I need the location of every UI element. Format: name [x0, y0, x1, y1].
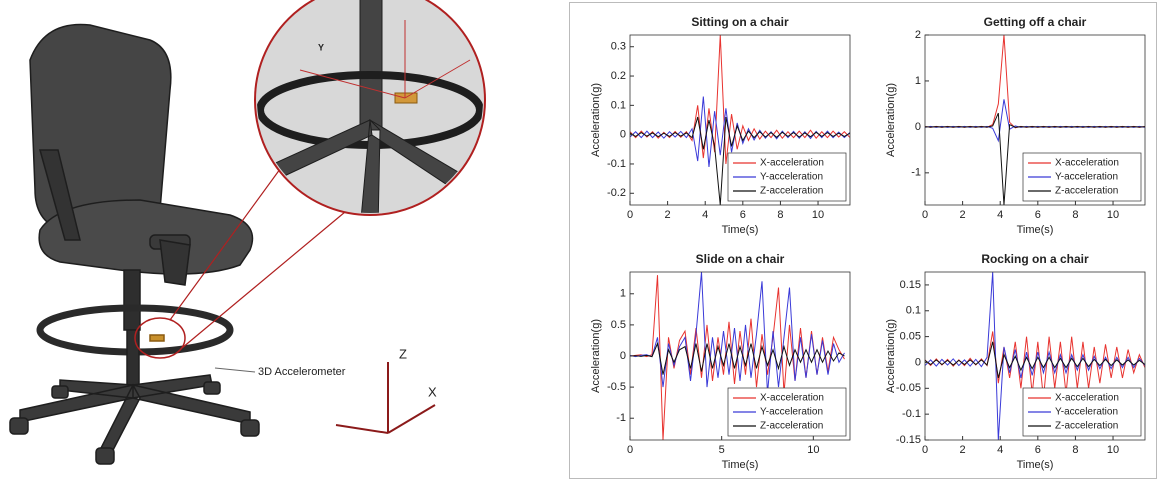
y-tick-label: 0.1: [611, 99, 626, 111]
y-tick-label: 1: [915, 75, 921, 87]
y-tick-label: 1: [620, 288, 626, 300]
y-tick-label: -1: [911, 167, 921, 179]
figure: Y 3D Accelerometer Z X 0246810-0.2-0.100…: [0, 0, 1159, 480]
y-tick-label: 0.3: [611, 41, 626, 53]
x-tick-label: 6: [1035, 209, 1041, 221]
legend-label: X-acceleration: [760, 158, 824, 169]
y-tick-label: -1: [616, 412, 626, 424]
y-tick-label: 0.05: [900, 331, 921, 343]
legend-label: Y-acceleration: [1055, 407, 1118, 418]
x-tick-label: 4: [997, 209, 1003, 221]
leader-line: [215, 368, 255, 372]
y-tick-label: 0.1: [906, 305, 921, 317]
axis-label: X: [428, 384, 437, 399]
y-tick-label: -0.2: [607, 187, 626, 199]
axis-label: Z: [399, 346, 407, 361]
x-tick-label: 5: [719, 444, 725, 456]
x-axis-label: Time(s): [722, 459, 759, 471]
x-axis-label: Time(s): [1017, 224, 1054, 236]
legend-label: Z-acceleration: [1055, 421, 1118, 432]
chart-title: Getting off a chair: [984, 15, 1087, 29]
x-tick-label: 4: [702, 209, 708, 221]
accelerometer-label: 3D Accelerometer: [258, 366, 346, 378]
y-tick-label: 0: [915, 356, 921, 368]
legend-label: Z-acceleration: [760, 186, 823, 197]
y-tick-label: 0.2: [611, 70, 626, 82]
y-axis-label: Acceleration(g): [885, 83, 897, 157]
x-tick-label: 2: [960, 209, 966, 221]
y-tick-label: 2: [915, 29, 921, 41]
x-tick-label: 10: [807, 444, 819, 456]
chart-title: Slide on a chair: [696, 252, 785, 266]
y-tick-label: 0.15: [900, 279, 921, 291]
x-tick-label: 6: [1035, 444, 1041, 456]
zoom-callout: Y: [135, 0, 485, 358]
legend-label: Z-acceleration: [760, 421, 823, 432]
x-tick-label: 10: [1107, 209, 1119, 221]
x-tick-label: 8: [1072, 209, 1078, 221]
x-tick-label: 2: [960, 444, 966, 456]
x-tick-label: 4: [997, 444, 1003, 456]
x-tick-label: 6: [740, 209, 746, 221]
axis-triad: [336, 362, 435, 433]
x-tick-label: 0: [627, 209, 633, 221]
x-tick-label: 0: [922, 209, 928, 221]
x-tick-label: 8: [777, 209, 783, 221]
legend-label: Y-acceleration: [760, 172, 823, 183]
x-tick-label: 10: [812, 209, 824, 221]
y-axis-label: Acceleration(g): [885, 319, 897, 393]
y-tick-label: -0.15: [896, 434, 921, 446]
x-tick-label: 0: [922, 444, 928, 456]
x-axis-label: Time(s): [722, 224, 759, 236]
legend-label: Y-acceleration: [1055, 172, 1118, 183]
legend-label: X-acceleration: [1055, 393, 1119, 404]
y-tick-label: 0: [620, 350, 626, 362]
y-tick-label: -0.1: [607, 158, 626, 170]
y-tick-label: 0.5: [611, 319, 626, 331]
legend-label: X-acceleration: [1055, 158, 1119, 169]
x-axis-label: Time(s): [1017, 459, 1054, 471]
y-tick-label: -0.5: [607, 381, 626, 393]
y-axis-label: Acceleration(g): [590, 83, 602, 157]
chair-illustration: [10, 24, 259, 464]
y-tick-label: 0: [915, 121, 921, 133]
axis-label: Y: [318, 42, 324, 52]
legend-label: X-acceleration: [760, 393, 824, 404]
y-axis-label: Acceleration(g): [590, 319, 602, 393]
legend-label: Y-acceleration: [760, 407, 823, 418]
chart-title: Rocking on a chair: [981, 252, 1089, 266]
y-tick-label: -0.05: [896, 382, 921, 394]
x-tick-label: 8: [1072, 444, 1078, 456]
x-tick-label: 0: [627, 444, 633, 456]
legend-label: Z-acceleration: [1055, 186, 1118, 197]
y-tick-label: 0: [620, 129, 626, 141]
chart-title: Sitting on a chair: [691, 15, 789, 29]
y-tick-label: -0.1: [902, 408, 921, 420]
x-tick-label: 2: [665, 209, 671, 221]
x-tick-label: 10: [1107, 444, 1119, 456]
